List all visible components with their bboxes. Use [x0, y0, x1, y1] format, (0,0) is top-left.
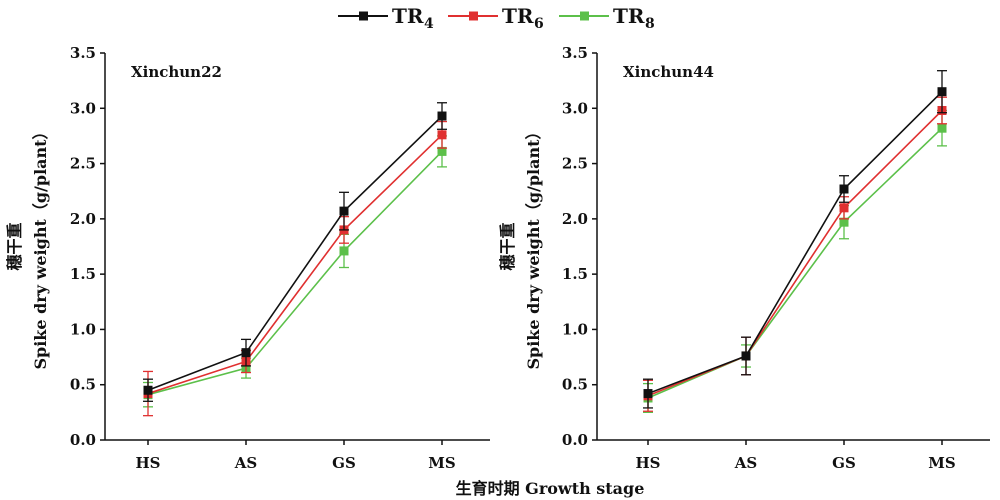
data-point-TR4: [937, 87, 947, 97]
x-tick-label: GS: [832, 454, 856, 472]
panel-title: Xinchun44: [623, 63, 714, 81]
legend-sub-TR4: 4: [424, 16, 434, 32]
legend-label-TR6: TR: [502, 4, 534, 28]
data-point-TR4: [241, 348, 251, 358]
y-tick-label: 0.0: [562, 431, 588, 449]
data-point-TR4: [339, 206, 349, 216]
legend-marker-TR6: [469, 11, 478, 21]
series-line-TR4: [647, 91, 943, 395]
y-tick-label: 1.5: [562, 265, 588, 283]
y-tick-label: 2.0: [562, 210, 588, 228]
legend-marker-TR4: [359, 11, 368, 21]
series-TR6: [143, 120, 447, 417]
y-tick-label: 2.5: [562, 155, 588, 173]
y-tick-label: 3.0: [562, 99, 588, 117]
series-line-TR6: [147, 134, 443, 395]
legend-label-TR8: TR: [613, 4, 645, 28]
series-line-TR4: [147, 115, 443, 391]
series-line-TR8: [647, 127, 943, 399]
data-point-TR8: [437, 146, 447, 156]
y-tick-label: 0.0: [70, 431, 96, 449]
y-tick-label: 0.5: [562, 376, 588, 394]
panel-xinchun44: 0.0 0.5 1.0 1.5 2.0 2.5 3.0 3.5 HS AS GS MS Xinchun4…: [498, 44, 990, 472]
panel-xinchun22: 0.0 0.5 1.0 1.5 2.0 2.5 3.0 3.5 HS AS GS MS Xinchun2…: [5, 44, 490, 472]
series-TR4: [143, 102, 447, 402]
series-TR8: [643, 109, 947, 414]
series-line-TR6: [647, 109, 943, 397]
y-axis-label-cn: 穗干重: [5, 222, 24, 270]
data-point-TR8: [937, 123, 947, 133]
panel-title: Xinchun22: [131, 63, 222, 81]
y-tick-label: 3.5: [70, 44, 96, 62]
y-tick-label: 1.0: [70, 320, 96, 338]
y-tick-label: 1.5: [70, 265, 96, 283]
y-axis-label-en: Spike dry weight（g/plant）: [31, 123, 50, 369]
x-tick-label: HS: [635, 454, 660, 472]
x-tick-label: AS: [234, 454, 257, 472]
data-point-TR8: [339, 246, 349, 256]
legend-sub-TR8: 8: [645, 16, 655, 32]
series-TR8: [143, 135, 447, 408]
x-tick-label: HS: [135, 454, 160, 472]
x-tick-label: GS: [332, 454, 356, 472]
data-point-TR4: [741, 351, 751, 361]
y-tick-label: 1.0: [562, 320, 588, 338]
series-TR4: [643, 70, 947, 409]
data-point-TR4: [839, 184, 849, 194]
x-tick-label: MS: [428, 454, 455, 472]
y-tick-label: 2.0: [70, 210, 96, 228]
series-TR6: [643, 96, 947, 412]
legend-sub-TR6: 6: [534, 16, 544, 32]
x-tick-label: MS: [928, 454, 955, 472]
y-axis-label-en: Spike dry weight（g/plant）: [524, 123, 543, 369]
data-point-TR4: [143, 385, 153, 395]
x-tick-label: AS: [734, 454, 757, 472]
data-point-TR6: [437, 130, 447, 140]
legend-marker-TR8: [580, 11, 589, 21]
y-tick-label: 3.5: [562, 44, 588, 62]
y-tick-label: 3.0: [70, 99, 96, 117]
legend: TR 4 TR 6 TR 8: [338, 4, 655, 32]
data-point-TR4: [643, 389, 653, 399]
legend-label-TR4: TR: [392, 4, 424, 28]
x-axis-label: 生育时期 Growth stage: [456, 479, 645, 498]
y-tick-label: 2.5: [70, 155, 96, 173]
data-point-TR6: [839, 203, 849, 213]
y-axis-label-cn: 穗干重: [498, 222, 517, 270]
series-line-TR8: [147, 150, 443, 396]
y-tick-label: 0.5: [70, 376, 96, 394]
data-point-TR4: [437, 111, 447, 121]
data-point-TR8: [839, 217, 849, 227]
